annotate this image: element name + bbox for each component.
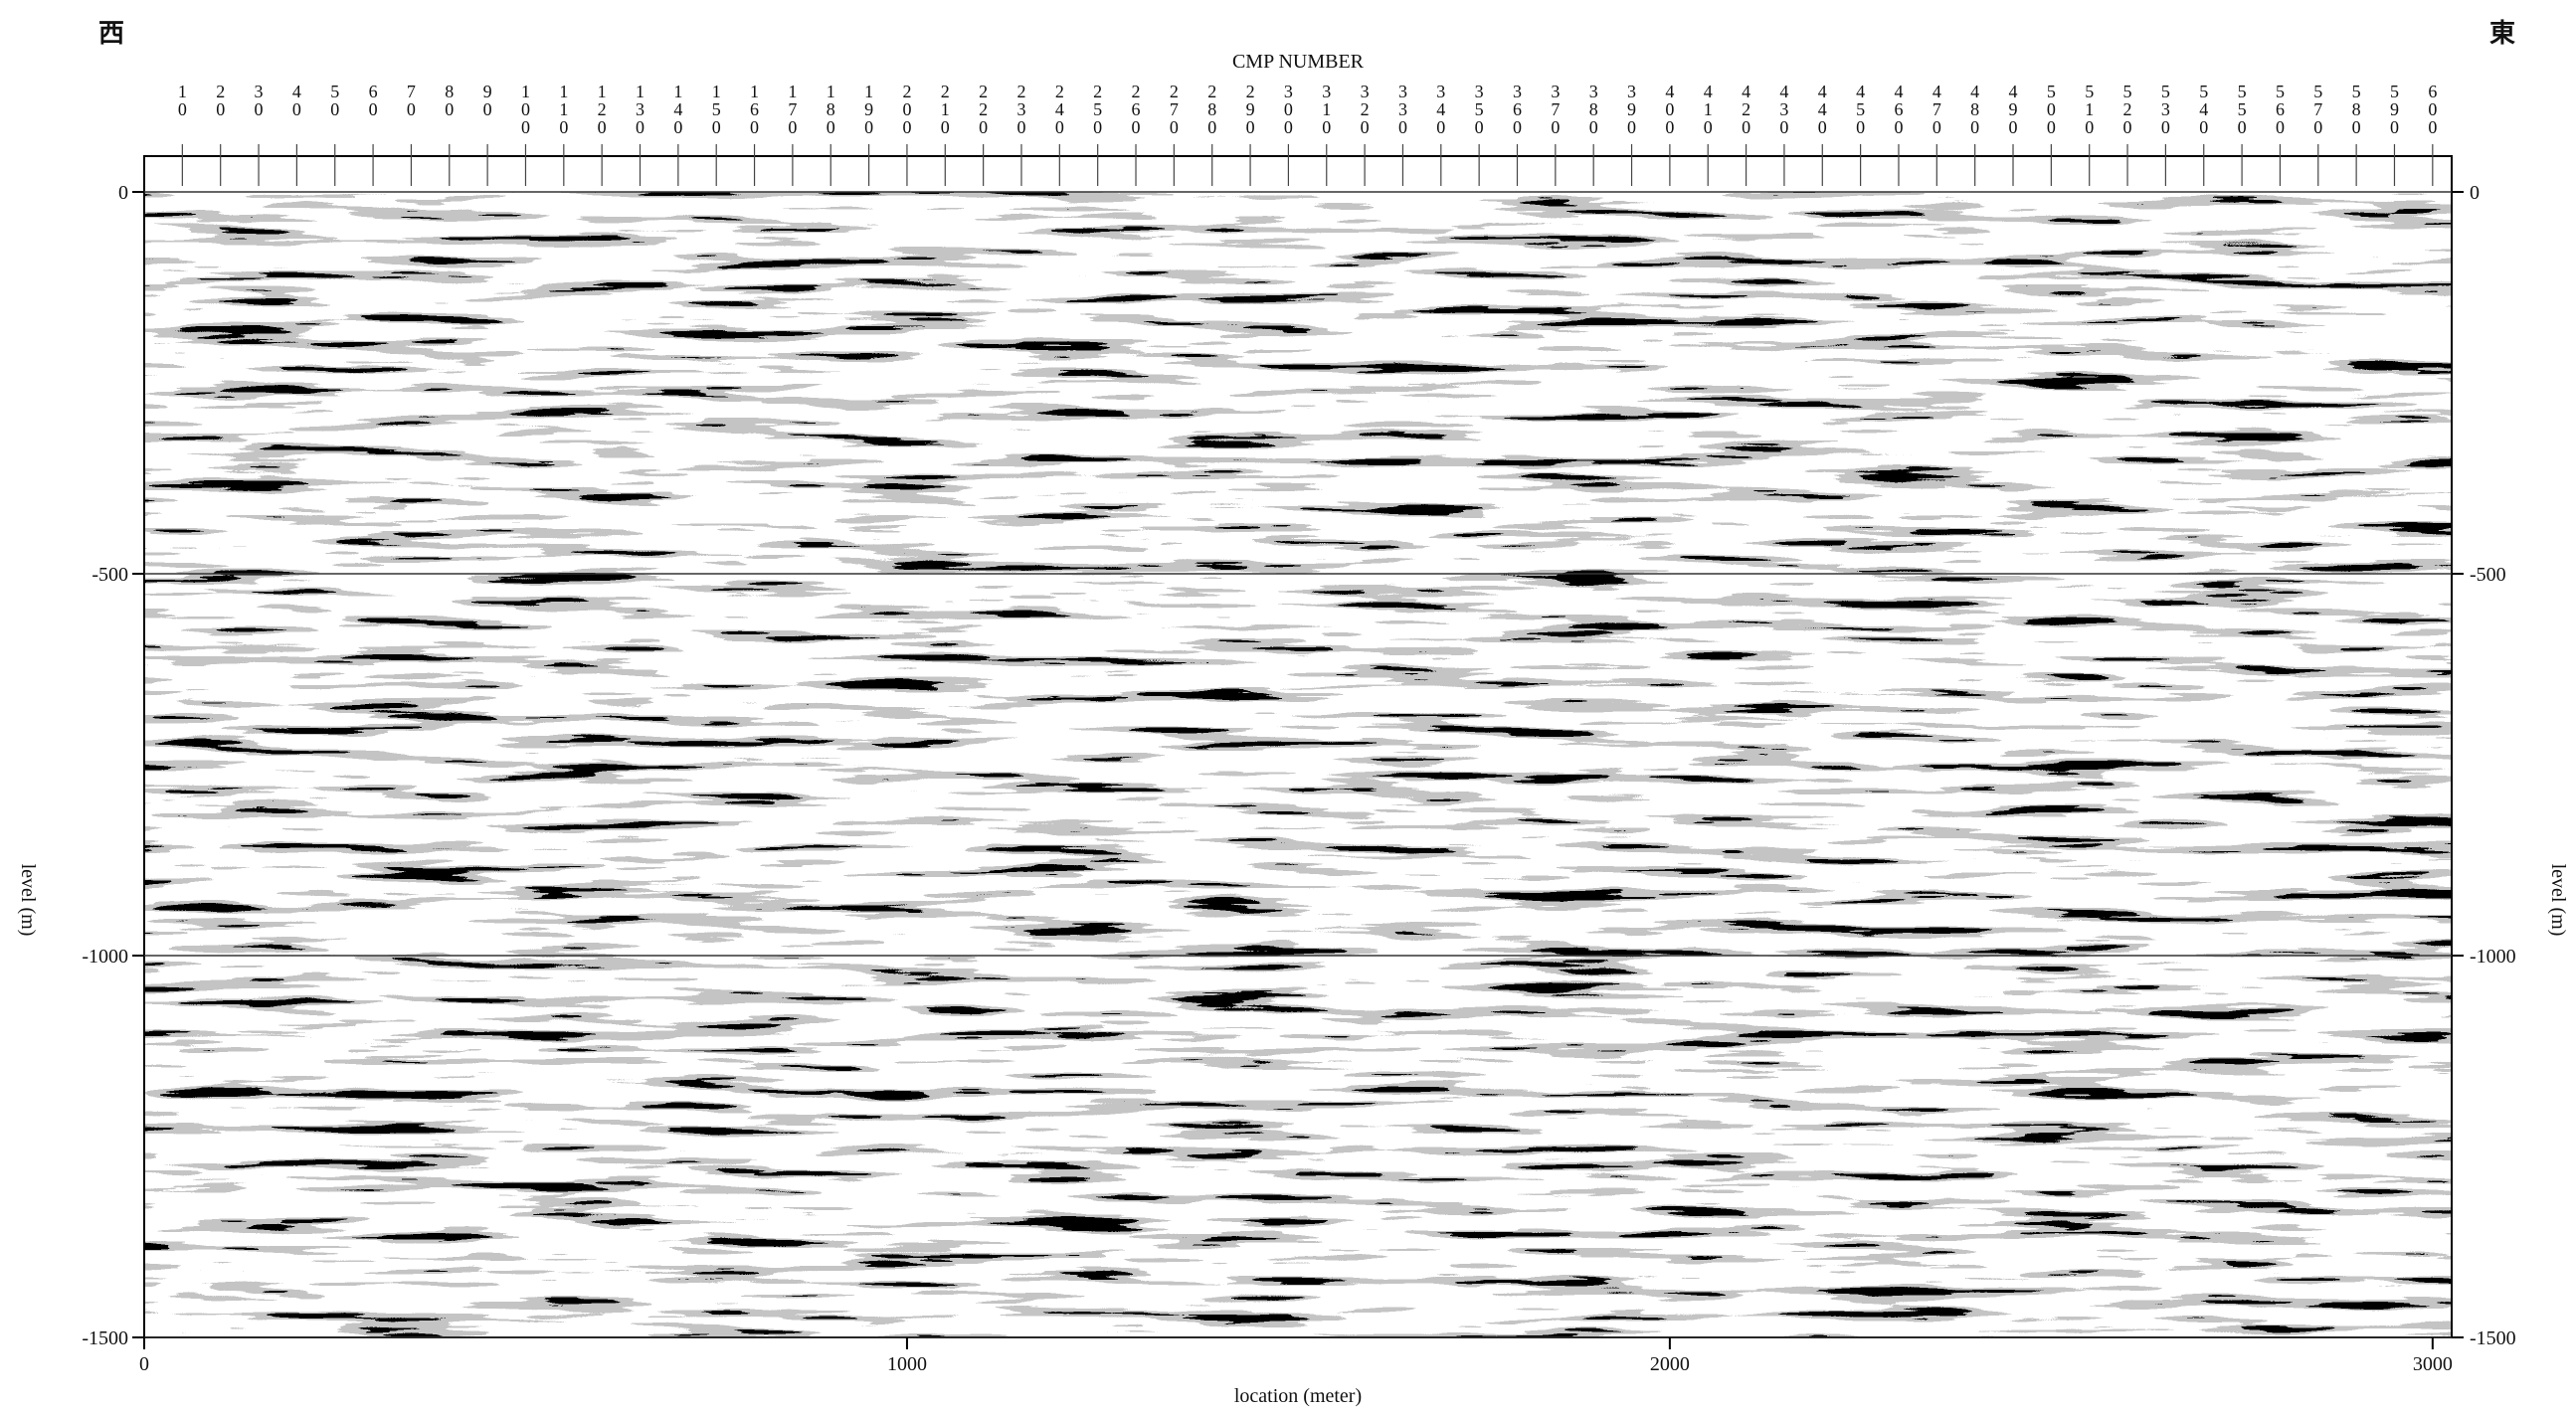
cmp-tick-label: 550: [2232, 82, 2252, 135]
cmp-tick-label: 120: [592, 82, 612, 135]
y-tick-label-right: -500: [2470, 564, 2506, 586]
y-tick-label: -1000: [82, 946, 128, 968]
cmp-tick-label: 110: [554, 82, 574, 135]
cmp-tick-label: 320: [1355, 82, 1375, 135]
cmp-tick-label: 420: [1737, 82, 1756, 135]
cmp-tick-label: 400: [1660, 82, 1680, 135]
cmp-tick-label: 220: [974, 82, 994, 135]
cmp-tick-label: 370: [1546, 82, 1565, 135]
cmp-tick-label: 310: [1317, 82, 1337, 135]
y-tick-label: -500: [92, 564, 128, 586]
cmp-tick-label: 520: [2117, 82, 2137, 135]
y-tick-label-right: -1000: [2470, 946, 2516, 968]
cmp-tick-label: 100: [515, 82, 535, 135]
cmp-tick-label: 600: [2423, 82, 2443, 135]
cmp-tick-label: 270: [1164, 82, 1184, 135]
cmp-tick-label: 250: [1088, 82, 1108, 135]
seismic-texture: [144, 192, 2452, 1337]
cmp-tick-label: 570: [2308, 82, 2328, 135]
x-tick-label: 1000: [887, 1353, 927, 1375]
cmp-tick-label: 60: [363, 82, 383, 117]
y-axis-label-right: level (m): [2547, 864, 2569, 937]
y-tick-label-right: 0: [2470, 182, 2480, 204]
y-axis-label: level (m): [17, 864, 39, 937]
cmp-tick-label: 40: [286, 82, 306, 117]
cmp-tick-label: 160: [745, 82, 765, 135]
cmp-tick-label: 300: [1278, 82, 1298, 135]
cmp-tick-label: 200: [897, 82, 917, 135]
cmp-tick-label: 280: [1202, 82, 1222, 135]
cmp-tick-label: 210: [935, 82, 955, 135]
cmp-tick-label: 460: [1889, 82, 1909, 135]
cmp-tick-label: 290: [1240, 82, 1260, 135]
cmp-tick-label: 190: [859, 82, 879, 135]
y-tick-label-right: -1500: [2470, 1327, 2516, 1349]
cmp-tick-label: 170: [783, 82, 803, 135]
cmp-tick-label: 260: [1126, 82, 1146, 135]
cmp-tick-label: 30: [249, 82, 269, 117]
cmp-tick-label: 230: [1012, 82, 1031, 135]
cmp-tick-label: 10: [172, 82, 192, 117]
cmp-tick-label: 20: [211, 82, 231, 117]
cmp-tick-label: 70: [401, 82, 421, 117]
cmp-tick-label: 90: [477, 82, 497, 117]
cmp-tick-label: 390: [1622, 82, 1642, 135]
cmp-tick-label: 450: [1851, 82, 1871, 135]
cmp-tick-label: 490: [2003, 82, 2023, 135]
cmp-tick-label: 350: [1469, 82, 1489, 135]
cmp-tick-label: 410: [1698, 82, 1718, 135]
cmp-tick-label: 470: [1927, 82, 1946, 135]
cmp-tick-label: 500: [2041, 82, 2061, 135]
x-tick-label: 0: [139, 1353, 149, 1375]
cmp-tick-label: 130: [631, 82, 650, 135]
cmp-tick-label: 140: [668, 82, 688, 135]
cmp-tick-label: 580: [2346, 82, 2366, 135]
y-tick-label: 0: [118, 182, 128, 204]
cmp-tick-label: 440: [1812, 82, 1832, 135]
cmp-tick-label: 340: [1431, 82, 1451, 135]
top-axis-title: CMP NUMBER: [1232, 51, 1365, 73]
cmp-tick-label: 480: [1965, 82, 1985, 135]
y-tick-label: -1500: [82, 1327, 128, 1349]
cmp-tick-label: 360: [1507, 82, 1527, 135]
cmp-tick-label: 150: [706, 82, 726, 135]
cmp-tick-label: 80: [440, 82, 460, 117]
x-tick-label: 2000: [1650, 1353, 1690, 1375]
x-axis-label: location (meter): [1234, 1385, 1362, 1407]
cmp-tick-label: 590: [2384, 82, 2404, 135]
cmp-tick-label: 430: [1774, 82, 1794, 135]
cmp-tick-label: 510: [2080, 82, 2100, 135]
cmp-tick-label: 540: [2194, 82, 2214, 135]
west-label: 西: [98, 19, 124, 49]
east-label: 東: [2489, 19, 2515, 49]
cmp-tick-label: 380: [1583, 82, 1603, 135]
x-tick-label: 3000: [2413, 1353, 2453, 1375]
cmp-tick-label: 530: [2155, 82, 2175, 135]
cmp-tick-label: 180: [821, 82, 840, 135]
cmp-tick-label: 240: [1049, 82, 1069, 135]
cmp-tick-label: 50: [325, 82, 345, 117]
cmp-tick-label: 560: [2270, 82, 2290, 135]
cmp-tick-label: 330: [1392, 82, 1412, 135]
